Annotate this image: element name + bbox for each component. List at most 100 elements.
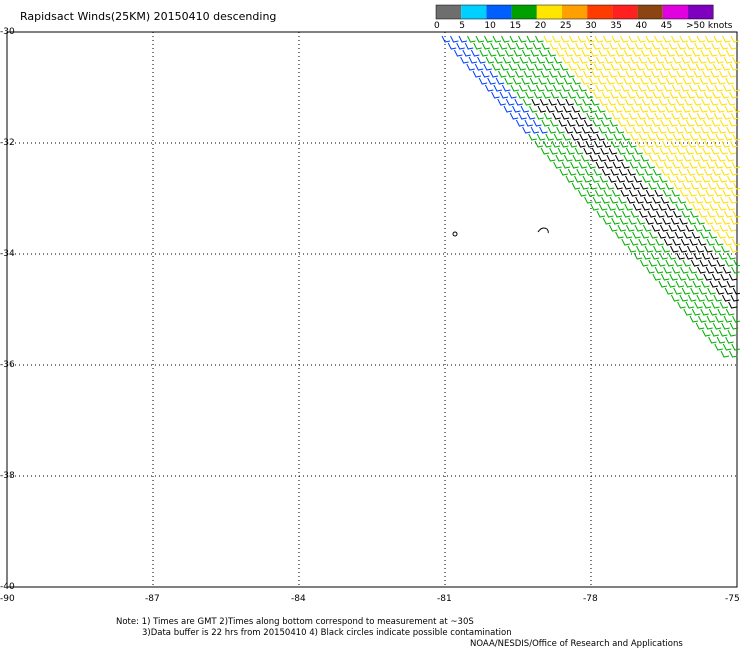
wind-barb [676,147,686,155]
wind-barb [637,84,647,92]
wind-barb [567,168,577,176]
wind-barb [714,266,723,274]
wind-barb [691,308,701,316]
wind-barb [614,182,623,190]
wind-barb [672,161,681,169]
wind-barb [624,98,634,106]
wind-barb [687,217,697,225]
wind-barb [642,252,651,260]
wind-barb [473,42,482,50]
wind-barb [679,217,688,225]
wind-barb [725,77,734,85]
wind-barb [688,84,698,92]
wind-barb [672,238,681,246]
wind-barb [625,147,635,155]
wind-barb [512,105,521,113]
wind-barb [682,182,691,190]
wind-barb [574,147,584,155]
wind-barb [693,175,702,183]
x-tick-label: -75 [725,594,740,604]
wind-barb [566,70,575,78]
wind-barb [731,238,740,246]
wind-barb [487,49,497,57]
wind-barb [569,84,579,92]
wind-barb [586,189,595,197]
wind-barb [506,70,516,78]
wind-barb [536,56,546,64]
wind-barb [509,35,519,43]
wind-barb [724,259,734,267]
wind-barb [729,350,738,358]
wind-barb [723,56,733,64]
wind-barb [580,182,589,190]
wind-barb [732,315,740,323]
wind-barb [644,168,653,176]
wind-barb [622,182,632,190]
wind-barb [708,231,718,239]
wind-barb [493,84,502,92]
wind-barb [684,175,694,183]
wind-barb [467,35,476,43]
wind-barb [651,147,660,155]
wind-barb [658,126,667,134]
wind-barb [731,84,740,92]
wind-barb [642,224,652,232]
wind-barb [689,238,698,246]
wind-barb [668,42,678,50]
wind-barb [683,308,692,316]
wind-barb [682,105,691,113]
wind-barb [710,147,720,155]
wind-barb [648,77,658,85]
wind-barb [713,294,722,302]
wind-barb [689,315,699,323]
wind-barb [541,42,550,50]
wind-barb [587,56,597,64]
wind-barb [717,126,727,134]
wind-barb [700,308,709,316]
wind-barb [632,203,642,211]
wind-barb [617,224,626,232]
wind-barb [654,112,663,120]
wind-barb [627,168,636,176]
wind-barb [615,49,624,57]
wind-barb [623,77,632,85]
wind-barb [679,35,689,43]
wind-barb [662,189,672,197]
wind-barb [623,154,632,162]
wind-barb [543,140,552,148]
wind-barb [714,343,723,351]
wind-barb [720,196,729,204]
wind-barb [613,133,622,141]
wind-barb [620,112,629,120]
wind-barb [684,280,693,288]
wind-barb [670,217,680,225]
wind-barb [563,154,573,162]
wind-barb [546,77,556,85]
wind-barb [472,70,482,78]
wind-barb [710,70,720,78]
wind-barb [536,133,546,141]
wind-barb [532,119,542,127]
y-tick-label: -36 [0,360,15,370]
wind-barb [602,217,612,225]
wind-barb [697,238,707,246]
wind-barb [634,119,644,127]
wind-barb [630,210,640,218]
wind-barb [677,119,686,127]
wind-barb [641,98,651,106]
wind-barb [714,161,724,169]
wind-barb [719,70,728,78]
wind-barb [690,182,700,190]
wind-barb [640,154,649,162]
wind-barb [733,259,740,267]
legend-tick-label: 5 [459,21,465,31]
wind-barb [543,35,553,43]
wind-barb [611,189,621,197]
y-tick-label: -34 [0,249,15,259]
wind-barb [646,266,655,274]
wind-barb [621,238,630,246]
wind-barb [726,203,735,211]
wind-barb [689,161,698,169]
wind-barb [710,175,719,183]
wind-barb [696,294,705,302]
